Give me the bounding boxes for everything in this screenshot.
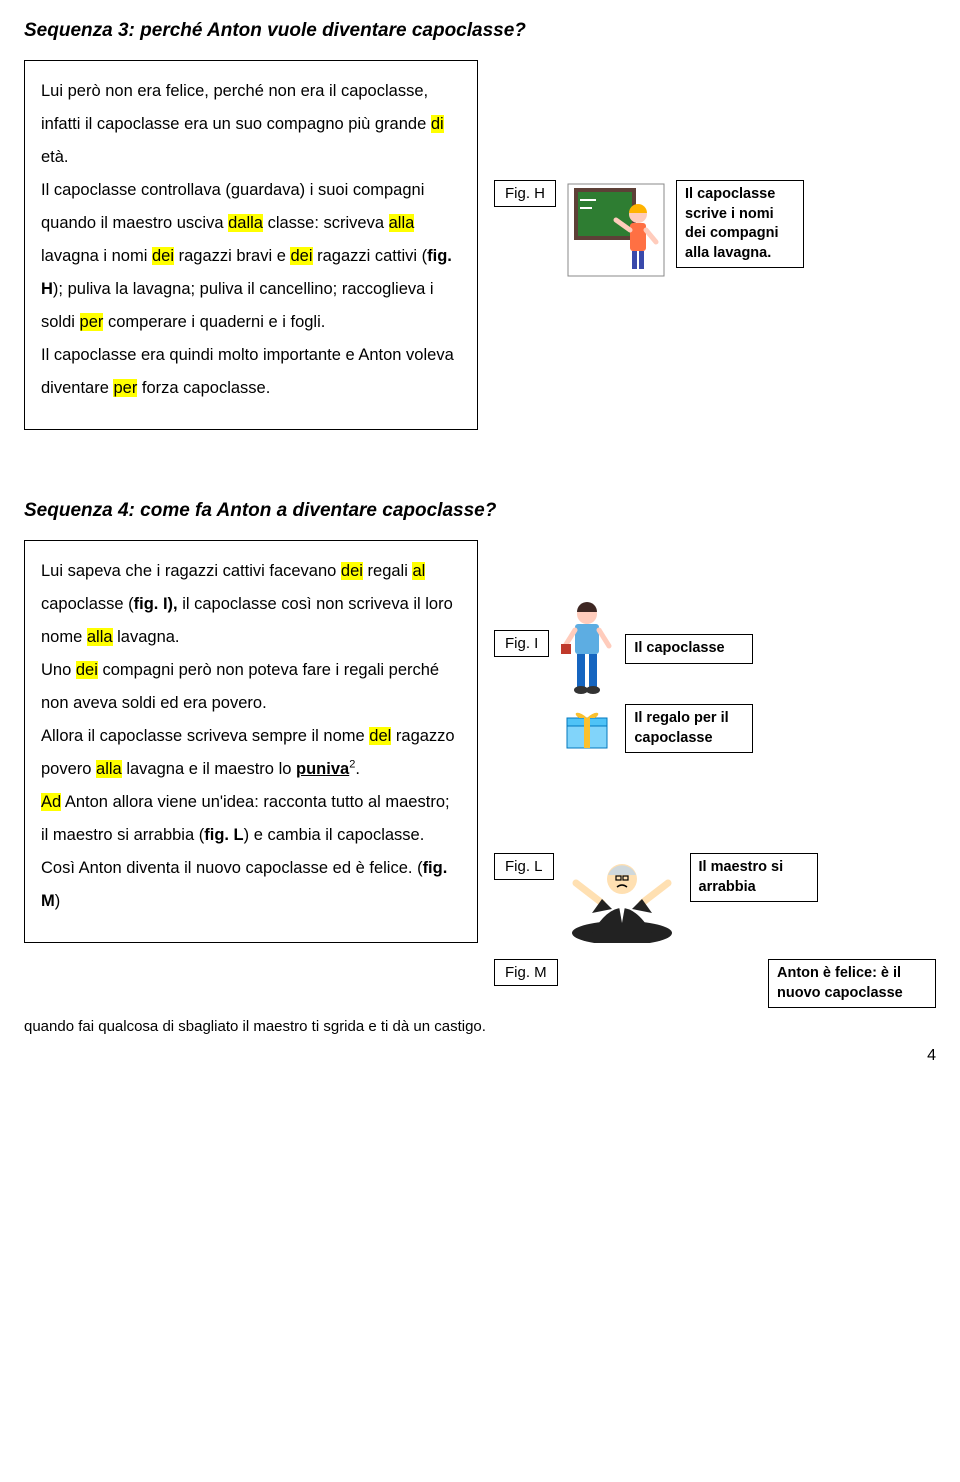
bu: puniva [296,760,349,778]
hl: per [113,379,137,397]
hl: Ad [41,793,61,811]
hl: del [369,727,391,745]
hl: dalla [228,214,263,232]
fig-ref: fig. I), [134,595,183,613]
t: lavagna e il maestro lo [122,760,296,778]
t: compagni però non poteva fare i regali p… [41,661,439,712]
hl: dei [152,247,174,265]
t: classe: scriveva [263,214,389,232]
t: forza capoclasse. [137,379,270,397]
fig-ref: fig. L [204,826,243,844]
seq3-right: Fig. H Il capoclasse scrive i nomi dei c… [494,60,936,280]
t: ) [55,892,61,910]
t: età. [41,148,69,166]
hl: dei [76,661,98,679]
figI-gift-image [557,706,617,752]
t: lavagna. [113,628,180,646]
seq4-right: Fig. I [494,540,936,1008]
hl: dei [290,247,312,265]
seq4-row: Lui sapeva che i ragazzi cattivi facevan… [24,540,936,1008]
t: Uno [41,661,76,679]
t: ragazzi bravi e [174,247,290,265]
hl: al [412,562,425,580]
hl: alla [96,760,122,778]
figL-label: Fig. L [494,853,554,880]
figI-caption2: Il regalo per il capoclasse [625,704,753,753]
t: Lui sapeva che i ragazzi cattivi facevan… [41,562,341,580]
t: Lui però non era felice, perché non era … [41,82,431,133]
hl: alla [87,628,113,646]
figH-caption: Il capoclasse scrive i nomi dei compagni… [676,180,804,268]
t: ragazzi cattivi ( [313,247,428,265]
figM-label: Fig. M [494,959,558,986]
t: comperare i quaderni e i fogli. [103,313,325,331]
seq3-textbox: Lui però non era felice, perché non era … [24,60,478,430]
t: capoclasse ( [41,595,134,613]
seq4-textbox: Lui sapeva che i ragazzi cattivi facevan… [24,540,478,943]
hl: per [80,313,104,331]
t: . [355,760,360,778]
figL-image [562,853,682,943]
figH-image [566,180,666,280]
t: regali [363,562,413,580]
t: lavagna i nomi [41,247,152,265]
figL-caption: Il maestro si arrabbia [690,853,818,902]
figI-boy-image [557,600,617,698]
seq3-heading: Sequenza 3: perché Anton vuole diventare… [24,20,936,42]
t: Allora il capoclasse scriveva sempre il … [41,727,369,745]
footnote: quando fai qualcosa di sbagliato il maes… [24,1018,936,1035]
figH-label: Fig. H [494,180,556,207]
hl: di [431,115,444,133]
figM-caption: Anton è felice: è il nuovo capoclasse [768,959,936,1008]
page-number: 4 [24,1047,936,1065]
seq4-heading: Sequenza 4: come fa Anton a diventare ca… [24,500,936,522]
figI-caption1: Il capoclasse [625,634,753,664]
hl: alla [389,214,415,232]
figI-label: Fig. I [494,630,549,657]
seq3-row: Lui però non era felice, perché non era … [24,60,936,430]
hl: dei [341,562,363,580]
